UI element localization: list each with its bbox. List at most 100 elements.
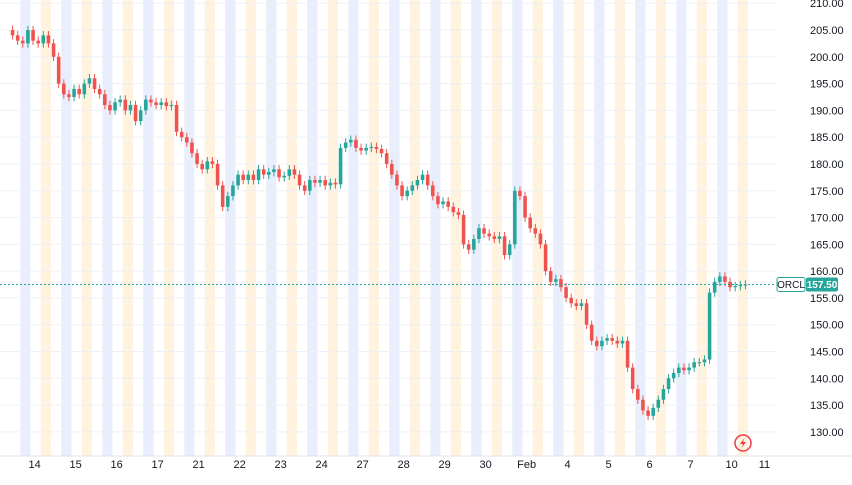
candle-body [261,169,266,175]
candle-body [405,190,409,197]
candle-body [692,362,696,368]
candle-body [548,271,553,282]
candle-body [103,94,107,106]
session-band [573,0,584,456]
candle-body [718,276,722,282]
candle-body [584,303,589,325]
candle-body [200,163,204,170]
candle-body [507,244,512,256]
candle-body [36,40,40,44]
candle-body [610,338,614,341]
candle-body [149,99,153,103]
session-band [368,0,379,456]
y-tick-label: 160.00 [810,266,844,278]
candle-body [292,169,297,175]
candle-body [241,174,245,181]
x-tick-label: 27 [356,459,368,471]
candle-body [215,163,220,186]
session-band [532,0,543,456]
candle-body [620,340,625,344]
candle-body [487,233,491,237]
candle-body [323,180,327,186]
candle-body [97,88,102,95]
candle-body [349,139,353,143]
candle-body [328,182,333,186]
candle-body [72,88,76,97]
candle-body [666,378,671,390]
candle-body [477,228,481,239]
candle-body [92,78,97,89]
lightning-icon[interactable] [734,434,752,452]
x-tick-label: 5 [606,459,612,471]
session-band [450,0,461,456]
candle-body [574,303,579,306]
x-tick-label: Feb [517,459,536,471]
candle-body [615,340,620,344]
x-tick-label: 17 [151,459,163,471]
session-band [245,0,256,456]
candle-body [118,99,122,103]
session-band [225,0,236,456]
session-band [163,0,174,456]
candle-body [513,190,517,245]
y-tick-label: 180.00 [810,159,844,171]
session-band [389,0,400,456]
y-tick-label: 195.00 [810,79,844,91]
symbol-price-tag[interactable]: ORCL 157.50 [776,277,838,293]
candle-body [707,292,712,360]
candle-body [472,238,476,250]
x-tick-label: 16 [110,459,122,471]
candle-body [113,102,117,111]
candle-body [338,147,343,185]
candle-body [702,359,707,363]
candle-body [77,88,81,95]
candle-body [656,399,661,408]
candle-body [400,185,404,197]
candle-body [636,389,640,400]
candle-body [15,35,20,41]
session-band [512,0,523,456]
session-band [61,0,72,456]
candle-body [133,105,138,122]
x-tick-label: 21 [192,459,204,471]
candle-body [461,214,466,245]
candle-body [559,279,563,288]
candle-body [374,146,379,149]
candle-body [282,175,286,178]
candle-body [369,146,374,148]
x-tick-label: 29 [438,459,450,471]
x-tick-label: 4 [565,459,571,471]
candle-body [595,340,599,347]
x-tick-label: 23 [274,459,286,471]
candle-body [605,338,609,341]
y-axis: 130.00 135.00 140.00 145.00 150.00 155.00 160.… [810,0,844,439]
candle-body [277,169,281,178]
candle-body [354,139,358,148]
candle-body [492,236,497,239]
candle-body [164,102,169,107]
session-band [143,0,154,456]
y-tick-label: 135.00 [810,400,844,412]
candle-body [251,174,256,181]
symbol-label: ORCL [777,280,805,291]
x-tick-label: 30 [479,459,491,471]
candle-body [733,286,737,288]
candle-body [67,94,71,97]
x-tick-label: 28 [397,459,409,471]
y-tick-label: 150.00 [810,320,844,332]
candle-body [533,228,538,234]
candle-body [302,185,307,191]
candle-body [600,340,604,347]
candle-body [630,367,635,390]
candle-body [728,281,732,288]
candle-body [41,35,46,44]
candle-body [395,174,399,186]
candle-body [287,169,292,176]
candle-body [543,244,548,272]
candle-body [677,367,681,373]
session-band [307,0,318,456]
candle-body [123,99,128,111]
candle-body [343,142,348,148]
